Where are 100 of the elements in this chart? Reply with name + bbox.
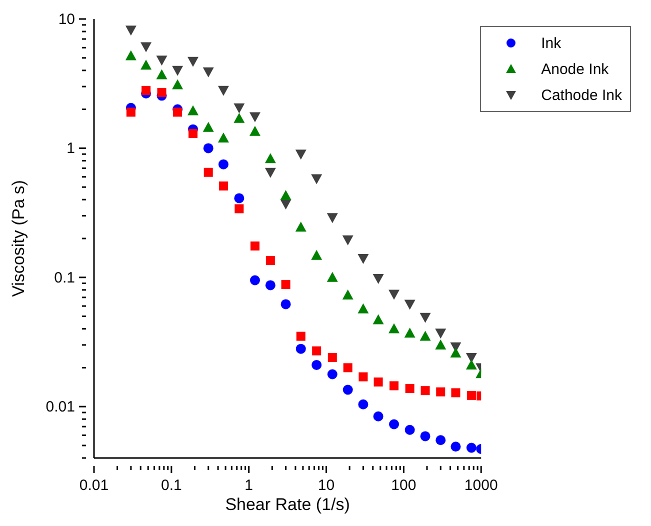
point bbox=[204, 168, 213, 177]
x-tick-label: 100 bbox=[391, 477, 416, 494]
point bbox=[265, 280, 276, 290]
point bbox=[295, 222, 306, 232]
point bbox=[372, 274, 384, 284]
point bbox=[156, 69, 168, 80]
point bbox=[202, 122, 214, 132]
point bbox=[203, 143, 214, 154]
point bbox=[249, 126, 260, 136]
point bbox=[466, 390, 476, 400]
point bbox=[218, 86, 229, 96]
point bbox=[342, 290, 354, 300]
point bbox=[328, 352, 337, 362]
x-tick-label: 0.1 bbox=[160, 477, 182, 494]
point bbox=[435, 328, 446, 339]
point bbox=[234, 112, 245, 123]
point bbox=[140, 42, 152, 52]
legend-label: Cathode Ink bbox=[541, 86, 622, 104]
point bbox=[125, 50, 136, 60]
point bbox=[466, 352, 477, 363]
point bbox=[157, 88, 166, 97]
point bbox=[126, 108, 136, 117]
point bbox=[420, 330, 431, 341]
point bbox=[234, 193, 244, 204]
point bbox=[374, 378, 383, 386]
point bbox=[172, 66, 184, 76]
point bbox=[342, 384, 353, 395]
point bbox=[312, 346, 322, 356]
point bbox=[450, 347, 462, 358]
point bbox=[264, 153, 276, 164]
point bbox=[311, 174, 322, 184]
point bbox=[373, 411, 384, 422]
point bbox=[390, 381, 399, 390]
point bbox=[404, 424, 415, 435]
x-tick-label: 1000 bbox=[464, 477, 498, 494]
point bbox=[264, 168, 276, 178]
point bbox=[188, 56, 199, 67]
point bbox=[218, 132, 229, 142]
point bbox=[295, 150, 306, 160]
y-tick-label: 0.01 bbox=[46, 398, 75, 416]
point bbox=[312, 360, 322, 370]
y-tick-label: 10 bbox=[58, 11, 75, 28]
point bbox=[420, 431, 430, 442]
x-tick-label: 10 bbox=[318, 477, 335, 494]
x-tick-label: 0.01 bbox=[79, 477, 109, 494]
point bbox=[389, 419, 400, 430]
point bbox=[358, 399, 368, 410]
point bbox=[358, 254, 369, 264]
point bbox=[280, 199, 292, 210]
point bbox=[249, 112, 260, 122]
point bbox=[466, 442, 476, 453]
point bbox=[280, 190, 292, 200]
point bbox=[202, 67, 214, 78]
x-tick-label: 1 bbox=[244, 477, 254, 494]
point bbox=[451, 388, 460, 398]
point bbox=[436, 435, 446, 446]
point bbox=[311, 250, 322, 260]
point bbox=[327, 369, 338, 380]
point bbox=[281, 280, 290, 290]
point bbox=[436, 387, 446, 396]
point bbox=[342, 235, 354, 246]
point bbox=[250, 241, 260, 250]
point bbox=[188, 105, 199, 116]
point bbox=[343, 363, 352, 372]
point bbox=[296, 332, 306, 341]
point bbox=[388, 323, 400, 334]
y-tick-label: 0.1 bbox=[54, 269, 75, 286]
point bbox=[388, 290, 400, 300]
point bbox=[250, 275, 260, 286]
point bbox=[140, 60, 152, 70]
point bbox=[358, 372, 368, 382]
point bbox=[188, 128, 198, 138]
point bbox=[358, 303, 369, 314]
point bbox=[218, 159, 228, 170]
point bbox=[280, 299, 291, 310]
point bbox=[450, 442, 461, 452]
point bbox=[404, 328, 416, 338]
y-tick-label: 1 bbox=[66, 140, 75, 158]
point bbox=[420, 312, 431, 323]
legend-label: Anode Ink bbox=[541, 60, 609, 78]
point bbox=[172, 79, 184, 90]
legend-label: Ink bbox=[541, 34, 562, 52]
y-axis-title: Viscosity (Pa s) bbox=[9, 180, 28, 297]
point bbox=[234, 103, 245, 114]
point bbox=[266, 256, 275, 266]
point bbox=[156, 56, 168, 66]
point bbox=[405, 384, 414, 394]
point bbox=[125, 26, 136, 36]
point bbox=[372, 314, 384, 324]
point bbox=[326, 213, 338, 224]
point bbox=[234, 204, 244, 214]
point bbox=[142, 86, 151, 95]
point bbox=[326, 272, 338, 282]
point bbox=[466, 359, 477, 370]
point bbox=[173, 108, 182, 117]
point bbox=[435, 339, 446, 350]
point bbox=[296, 344, 306, 354]
point bbox=[218, 181, 228, 190]
point bbox=[420, 386, 430, 396]
point bbox=[404, 300, 416, 310]
